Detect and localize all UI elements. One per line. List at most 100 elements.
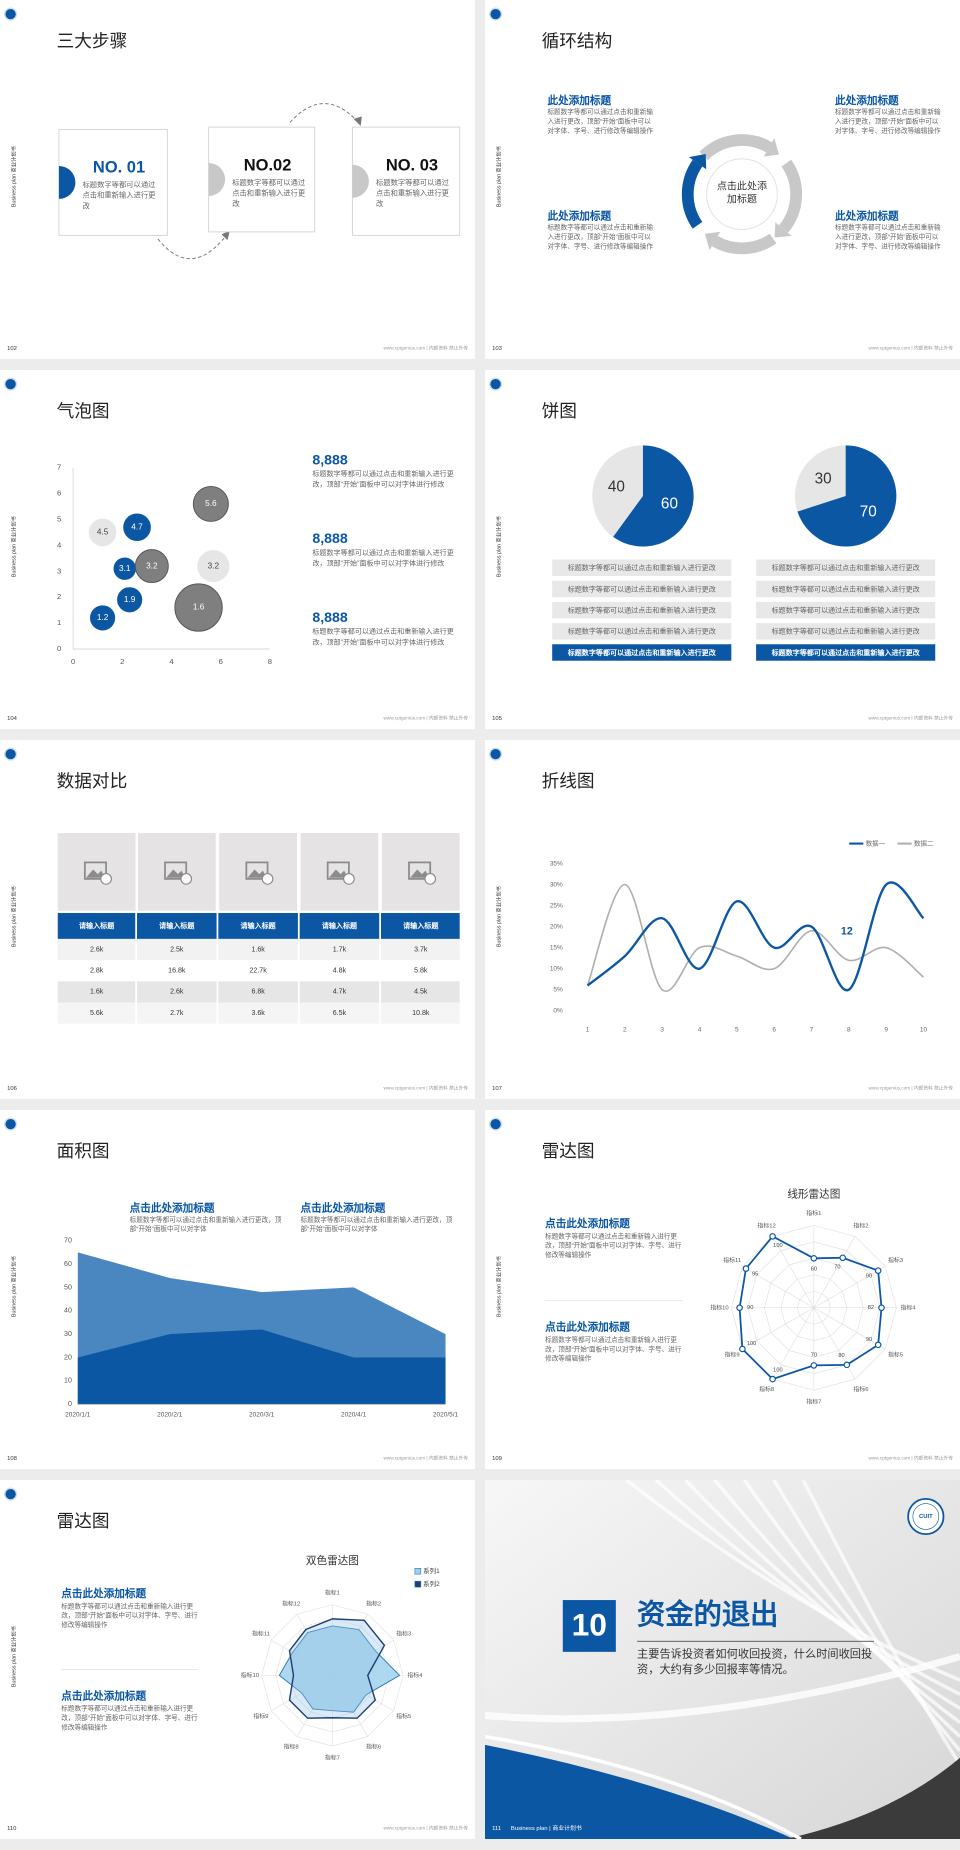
- pie-label: 70: [860, 503, 877, 520]
- logo-text: CUIT: [919, 1514, 933, 1520]
- y-tick-label: 60: [64, 1261, 72, 1268]
- image-icon: [410, 869, 430, 878]
- slide-title: 雷达图: [57, 1511, 110, 1531]
- y-tick-label: 3: [57, 566, 61, 575]
- swoosh: [625, 1480, 960, 1682]
- y-tick-label: 10: [64, 1378, 72, 1385]
- table-cell: 6.5k: [333, 1010, 347, 1017]
- axis-label: 指标2: [366, 1600, 381, 1608]
- footer: www.cptgenius.com | 内部资料 禁止外传: [384, 1825, 469, 1832]
- axis-label: 指标1: [806, 1209, 821, 1217]
- block-text-box: 标题数字等都可以通过点击和重新输入进行更改，顶部“开始”面板中可以对字体: [129, 1217, 282, 1234]
- y-tick-label: 10%: [550, 965, 563, 972]
- block-text: 标题数字等都可以通过点击和重新输入进行更改，顶部“开始”面板中可以对字体、字号、…: [547, 109, 653, 136]
- radar-marker: [769, 1375, 776, 1383]
- image-icon: [326, 861, 350, 880]
- slide-background: [0, 370, 475, 729]
- block-title: 8,888: [312, 530, 348, 546]
- table-header-cell: 请输入标题: [159, 921, 195, 930]
- image-placeholder: [381, 832, 460, 911]
- x-tick-label: 1: [586, 1026, 590, 1033]
- logo: [4, 377, 18, 391]
- block-text-box: 标题数字等都可以通过点击和重新输入进行更改，顶部“开始”面板中可以对字体、字号、…: [545, 1233, 682, 1260]
- bubble-label: 5.6: [205, 499, 217, 508]
- y-tick-label: 15%: [550, 944, 563, 951]
- block-text: 标题数字等都可以通过点击和重新输入进行更改，顶部“开始”面板中可以对字体: [129, 1217, 282, 1234]
- list-row: [552, 580, 732, 598]
- block-title: 点击此处添加标题: [301, 1202, 386, 1215]
- x-tick-label: 2020/2/1: [157, 1412, 183, 1419]
- block-text: 标题数字等都可以通过点击和重新输入进行更改，顶部“开始”面板中可以对字体、字号、…: [545, 1233, 682, 1260]
- radar-marker: [878, 1304, 885, 1312]
- slide-background: [485, 370, 960, 729]
- block-text-box: 标题数字等都可以通过点击和重新输入进行更改，顶部“开始”面板中可以对字体进行修改: [312, 550, 454, 568]
- list-row: [552, 623, 732, 640]
- legend-label: 数据二: [914, 838, 934, 847]
- block-title: 点击此处添加标题: [545, 1321, 630, 1334]
- spoke: [813, 1236, 856, 1308]
- axis-label: 指标3: [888, 1256, 904, 1264]
- radar-marker: [736, 1304, 743, 1312]
- bubble: [134, 549, 169, 584]
- axis-label: 指标1: [325, 1589, 340, 1597]
- x-tick-label: 5: [735, 1026, 739, 1033]
- slide: Business plan 商业计划书 105 www.cptgenius.com …: [485, 370, 960, 729]
- axis-label: 指标6: [366, 1742, 382, 1750]
- x-tick-label: 3: [660, 1026, 664, 1033]
- step-box: [208, 126, 316, 233]
- slide-title: 雷达图: [542, 1141, 595, 1161]
- step-label: NO. 03: [386, 156, 438, 174]
- section-title: 资金的退出: [637, 1598, 778, 1630]
- spoke: [742, 1266, 814, 1308]
- side-label: Business plan 商业计划书: [495, 885, 503, 947]
- block-title: 此处添加标题: [835, 94, 899, 107]
- axis-label: 指标9: [253, 1712, 268, 1720]
- section-number: 10: [572, 1607, 607, 1643]
- list-row: [756, 580, 936, 598]
- slide: Business plan 商业计划书 103 www.cptgenius.com …: [485, 0, 960, 359]
- table-row: [57, 938, 460, 961]
- table-cell: 1.6k: [251, 946, 265, 953]
- axis-label: 指标8: [284, 1742, 300, 1750]
- bubble-label: 1.2: [97, 613, 109, 622]
- step-text: 标题数字等都可以通过点击和重新输入进行更改: [375, 178, 449, 209]
- side-label: Business plan 商业计划书: [10, 515, 18, 577]
- table-cell: 1.7k: [333, 946, 347, 953]
- legend-label: 系列2: [423, 1579, 440, 1588]
- block-text-box: 标题数字等都可以通过点击和重新输入进行更改，顶部“开始”面板中可以对字体、字号、…: [835, 225, 941, 251]
- footer: www.cptgenius.com | 内部资料 禁止外传: [869, 345, 954, 352]
- y-tick-label: 1: [57, 618, 61, 627]
- bubble-label: 4.7: [131, 522, 143, 531]
- block-title: 8,888: [312, 609, 348, 625]
- footer: www.cptgenius.com | 内部资料 禁止外传: [384, 345, 469, 352]
- table-cell: 4.8k: [333, 968, 347, 975]
- block-title: 点击此处添加标题: [61, 1587, 146, 1600]
- image-placeholder: [137, 832, 216, 911]
- image-icon: [86, 869, 105, 878]
- table-cell: 6.8k: [251, 989, 265, 996]
- block-text-box: 标题数字等都可以通过点击和重新输入进行更改，顶部“开始”面板中可以对字体进行修改: [312, 629, 453, 646]
- x-tick-label: 2: [120, 657, 124, 666]
- page-number: 109: [492, 1456, 502, 1462]
- cycle-arc: [681, 159, 703, 229]
- side-label: Business plan 商业计划书: [495, 515, 503, 577]
- table-cell: 2.6k: [170, 989, 184, 996]
- center-circle: [706, 158, 778, 230]
- block-text-box: 标题数字等都可以通过点击和重新输入进行更改，顶部“开始”面板中可以对字体、字号、…: [61, 1604, 197, 1630]
- value-label: 70: [811, 1352, 817, 1358]
- pie-slice: [613, 445, 694, 547]
- bubble: [89, 604, 117, 632]
- table-row: [57, 960, 460, 982]
- connector: [157, 235, 227, 260]
- table-cell: 2.6k: [90, 946, 104, 953]
- value-label: 80: [838, 1353, 844, 1359]
- block-text: 标题数字等都可以通过点击和重新输入进行更改，顶部“开始”面板中可以对字体进行修改: [312, 550, 454, 568]
- table-header-cell: 请输入标题: [322, 921, 358, 930]
- bubble: [196, 549, 231, 584]
- footer: www.cptgenius.com | 内部资料 禁止外传: [384, 1455, 469, 1462]
- list-text: 标题数字等都可以通过点击和重新输入进行更改: [772, 627, 920, 636]
- table-cell: 10.8k: [412, 1010, 430, 1017]
- slide-title: 折线图: [542, 771, 595, 791]
- radar-marker: [843, 1361, 851, 1369]
